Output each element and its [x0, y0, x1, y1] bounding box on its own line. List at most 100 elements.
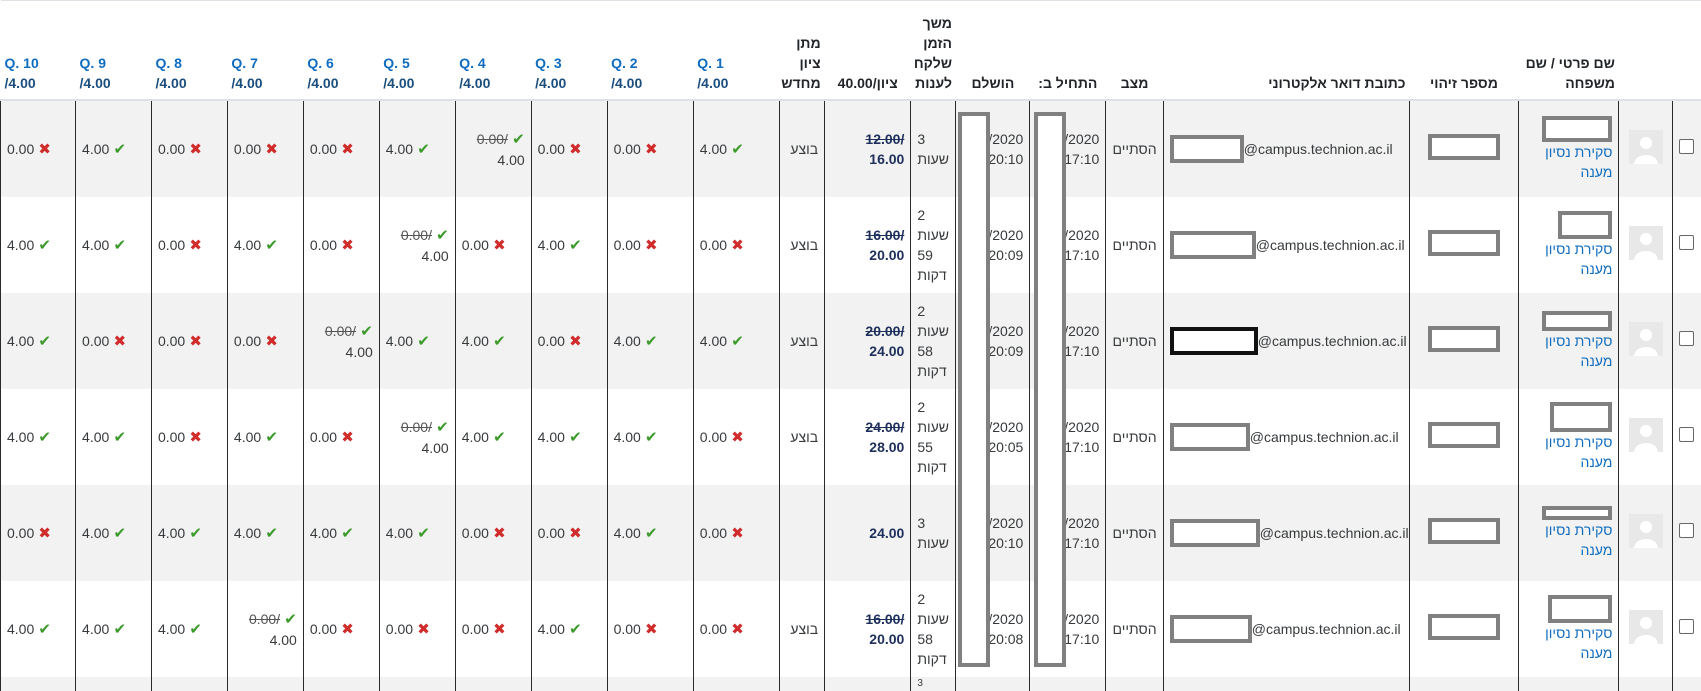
question-mark-cell[interactable]: 4.00 ✔ — [531, 197, 607, 293]
completed-header[interactable]: הושלם — [956, 1, 1030, 101]
question-mark-cell[interactable]: 0.00 ✖ — [693, 485, 779, 581]
question-mark-cell[interactable]: 0.00/ ✔4.00 — [227, 581, 303, 677]
question-mark-cell[interactable]: 4.00 ✔ — [151, 485, 227, 581]
question-header-9[interactable]: Q. 9/4.00 — [76, 1, 152, 101]
avatar[interactable] — [1629, 226, 1663, 260]
question-mark-cell[interactable]: 0.00 ✖ — [531, 485, 607, 581]
regrade-header[interactable]: מתן ציון מחדש — [780, 1, 825, 101]
question-mark-cell[interactable]: 0.00 ✖ — [227, 293, 303, 389]
redacted-name[interactable] — [1550, 402, 1612, 432]
review-attempt-link[interactable]: סקירת נסיון מענה — [1525, 142, 1613, 182]
question-mark-cell[interactable]: 0.00/ ✔4.00 — [379, 389, 455, 485]
redacted-name[interactable] — [1542, 311, 1612, 331]
question-mark-cell[interactable]: 4.00 ✔ — [693, 100, 779, 197]
question-name[interactable]: Q. 5 — [383, 55, 409, 71]
question-mark-cell[interactable]: 0.00/ ✔4.00 — [379, 197, 455, 293]
question-name[interactable]: Q. 9 — [80, 55, 106, 71]
question-header-1[interactable]: Q. 1/4.00 — [693, 1, 779, 101]
grade-cell[interactable]: 24.00 — [825, 485, 911, 581]
question-header-7[interactable]: Q. 7/4.00 — [227, 1, 303, 101]
question-mark-cell[interactable]: 4.00 ✔ — [455, 293, 531, 389]
redacted-name[interactable] — [1542, 116, 1612, 142]
question-mark-cell[interactable]: 4.00 ✔ — [531, 389, 607, 485]
row-checkbox[interactable] — [1679, 523, 1694, 538]
question-mark-cell[interactable]: 0.00 ✖ — [227, 100, 303, 197]
question-mark-cell[interactable]: 4.00 ✔ — [1, 581, 76, 677]
row-checkbox[interactable] — [1679, 427, 1694, 442]
avatar[interactable] — [1629, 322, 1663, 356]
question-mark-cell[interactable]: 4.00 ✔ — [227, 485, 303, 581]
review-attempt-link[interactable]: סקירת נסיון מענה — [1525, 331, 1613, 371]
question-name[interactable]: Q. 10 — [5, 55, 39, 71]
question-name[interactable]: Q. 4 — [459, 55, 485, 71]
question-mark-cell[interactable]: 0.00 ✖ — [693, 581, 779, 677]
question-mark-cell[interactable]: 4.00 ✔ — [693, 293, 779, 389]
question-mark-cell[interactable]: 0.00 ✖ — [151, 197, 227, 293]
question-mark-cell[interactable]: 0.00 ✖ — [303, 581, 379, 677]
question-header-6[interactable]: Q. 6/4.00 — [303, 1, 379, 101]
question-header-8[interactable]: Q. 8/4.00 — [151, 1, 227, 101]
row-checkbox[interactable] — [1679, 235, 1694, 250]
question-mark-cell[interactable]: 0.00/ ✔4.00 — [455, 100, 531, 197]
question-mark-cell[interactable]: 4.00 ✔ — [455, 389, 531, 485]
question-header-10[interactable]: Q. 10/4.00 — [1, 1, 76, 101]
question-mark-cell[interactable]: 0.00 ✖ — [1, 485, 76, 581]
question-mark-cell[interactable]: 4.00 ✔ — [1, 293, 76, 389]
question-mark-cell[interactable]: 0.00 ✖ — [455, 197, 531, 293]
question-header-2[interactable]: Q. 2/4.00 — [607, 1, 693, 101]
question-header-4[interactable]: Q. 4/4.00 — [455, 1, 531, 101]
question-mark-cell[interactable]: 4.00 ✔ — [607, 389, 693, 485]
avatar[interactable] — [1629, 418, 1663, 452]
question-mark-cell[interactable]: 4.00 ✔ — [303, 485, 379, 581]
question-mark-cell[interactable]: 0.00 ✖ — [303, 197, 379, 293]
question-name[interactable]: Q. 3 — [535, 55, 561, 71]
grade-cell[interactable]: 16.00/20.00 — [825, 581, 911, 677]
question-mark-cell[interactable]: 0.00 ✖ — [531, 100, 607, 197]
question-mark-cell[interactable]: 0.00 ✖ — [531, 293, 607, 389]
question-name[interactable]: Q. 1 — [697, 55, 723, 71]
question-mark-cell[interactable]: 4.00 ✔ — [1, 389, 76, 485]
started-header[interactable]: התחיל ב: — [1030, 1, 1106, 101]
question-name[interactable]: Q. 8 — [155, 55, 181, 71]
row-checkbox[interactable] — [1679, 139, 1694, 154]
question-mark-cell[interactable]: 0.00 ✖ — [76, 293, 152, 389]
question-header-5[interactable]: Q. 5/4.00 — [379, 1, 455, 101]
question-mark-cell[interactable]: 0.00 ✖ — [607, 100, 693, 197]
question-mark-cell[interactable]: 0.00 ✖ — [379, 581, 455, 677]
avatar[interactable] — [1629, 130, 1663, 164]
redacted-name[interactable] — [1558, 211, 1612, 239]
grade-cell[interactable]: 16.00/20.00 — [825, 197, 911, 293]
question-mark-cell[interactable]: 0.00 ✖ — [1, 100, 76, 197]
question-mark-cell[interactable]: 4.00 ✔ — [76, 389, 152, 485]
avatar[interactable] — [1629, 514, 1663, 548]
question-mark-cell[interactable]: 0.00 ✖ — [693, 389, 779, 485]
question-mark-cell[interactable]: 4.00 ✔ — [76, 197, 152, 293]
grade-cell[interactable]: 12.00/16.00 — [825, 100, 911, 197]
review-attempt-link[interactable]: סקירת נסיון מענה — [1525, 520, 1613, 560]
redacted-name[interactable] — [1548, 595, 1612, 623]
email-header[interactable]: כתובת דואר אלקטרוני — [1163, 1, 1409, 101]
avatar[interactable] — [1629, 610, 1663, 644]
question-mark-cell[interactable]: 4.00 ✔ — [607, 293, 693, 389]
question-header-3[interactable]: Q. 3/4.00 — [531, 1, 607, 101]
question-mark-cell[interactable]: 4.00 ✔ — [76, 581, 152, 677]
question-mark-cell[interactable]: 0.00 ✖ — [693, 197, 779, 293]
question-mark-cell[interactable]: 4.00 ✔ — [76, 485, 152, 581]
name-header[interactable]: שם פרטי / שם משפחה — [1518, 1, 1619, 101]
question-mark-cell[interactable]: 4.00 ✔ — [151, 581, 227, 677]
question-mark-cell[interactable]: 0.00 ✖ — [151, 100, 227, 197]
question-mark-cell[interactable]: 4.00 ✔ — [379, 100, 455, 197]
question-mark-cell[interactable]: 0.00 ✖ — [607, 197, 693, 293]
question-mark-cell[interactable]: 4.00 ✔ — [76, 100, 152, 197]
grade-cell[interactable]: 24.00/28.00 — [825, 389, 911, 485]
question-mark-cell[interactable]: 0.00 ✖ — [303, 100, 379, 197]
grade-cell[interactable]: 20.00/24.00 — [825, 293, 911, 389]
question-name[interactable]: Q. 2 — [611, 55, 637, 71]
redacted-name[interactable] — [1542, 506, 1612, 520]
question-mark-cell[interactable]: 4.00 ✔ — [531, 581, 607, 677]
question-mark-cell[interactable]: 4.00 ✔ — [1, 197, 76, 293]
question-mark-cell[interactable]: 4.00 ✔ — [379, 293, 455, 389]
review-attempt-link[interactable]: סקירת נסיון מענה — [1525, 432, 1613, 472]
question-mark-cell[interactable]: 4.00 ✔ — [227, 389, 303, 485]
review-attempt-link[interactable]: סקירת נסיון מענה — [1525, 239, 1613, 279]
